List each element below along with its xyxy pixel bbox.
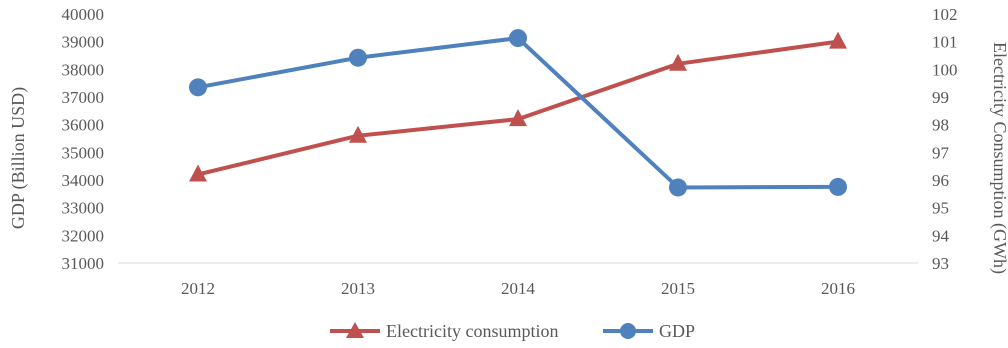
data-point xyxy=(189,78,207,97)
x-tick-label: 2012 xyxy=(181,279,215,298)
series-line xyxy=(197,39,839,177)
left-y-axis-ticks: 31000 32000 33000 34000 35000 36000 37000 38000… xyxy=(62,5,105,273)
left-y-tick-label: 35000 xyxy=(62,143,105,162)
legend-item-electricity: Electricity consumption xyxy=(330,321,558,341)
left-y-tick-label: 34000 xyxy=(62,171,105,190)
right-y-tick-label: 96 xyxy=(932,171,949,190)
left-y-tick-label: 31000 xyxy=(62,254,105,273)
left-y-tick-label: 39000 xyxy=(62,33,105,52)
circle-marker-icon xyxy=(620,323,636,339)
left-y-tick-label: 38000 xyxy=(62,60,105,79)
data-point xyxy=(509,29,527,48)
legend-label-electricity: Electricity consumption xyxy=(386,321,558,341)
left-y-tick-label: 40000 xyxy=(62,5,105,24)
left-y-axis-title: GDP (Billion USD) xyxy=(8,87,29,229)
series-gdp xyxy=(189,29,847,197)
data-point xyxy=(829,177,847,196)
right-y-tick-label: 95 xyxy=(932,199,949,218)
x-tick-label: 2013 xyxy=(341,279,375,298)
legend-label-gdp: GDP xyxy=(659,321,695,341)
triangle-marker-icon xyxy=(346,322,364,338)
x-tick-label: 2014 xyxy=(501,279,536,298)
right-y-tick-label: 98 xyxy=(932,116,949,135)
data-point xyxy=(189,164,207,182)
data-point xyxy=(669,178,687,197)
right-y-tick-label: 102 xyxy=(932,5,958,24)
right-y-tick-label: 97 xyxy=(932,143,950,162)
series-electricity xyxy=(189,31,847,182)
left-y-tick-label: 33000 xyxy=(62,199,105,218)
right-y-tick-label: 94 xyxy=(932,226,950,245)
series-layer xyxy=(189,29,847,197)
right-y-tick-label: 99 xyxy=(932,88,949,107)
legend: Electricity consumption GDP xyxy=(330,321,695,341)
right-y-axis-title: Electricity Consumption (GWh) xyxy=(989,42,1008,274)
left-y-tick-label: 32000 xyxy=(62,226,105,245)
data-point xyxy=(509,109,527,127)
right-y-tick-label: 100 xyxy=(932,60,958,79)
left-y-tick-label: 36000 xyxy=(62,116,105,135)
data-point xyxy=(349,48,367,67)
right-y-tick-label: 101 xyxy=(932,33,958,52)
data-point xyxy=(349,125,367,143)
data-point xyxy=(829,31,847,49)
x-axis-ticks: 2012 2013 2014 2015 2016 xyxy=(181,279,855,298)
right-y-tick-label: 93 xyxy=(932,254,949,273)
data-point xyxy=(669,53,687,71)
x-tick-label: 2016 xyxy=(821,279,855,298)
legend-item-gdp: GDP xyxy=(603,321,695,341)
x-tick-label: 2015 xyxy=(661,279,695,298)
right-y-axis-ticks: 93 94 95 96 97 98 99 100 101 102 xyxy=(932,5,958,273)
left-y-tick-label: 37000 xyxy=(62,88,105,107)
